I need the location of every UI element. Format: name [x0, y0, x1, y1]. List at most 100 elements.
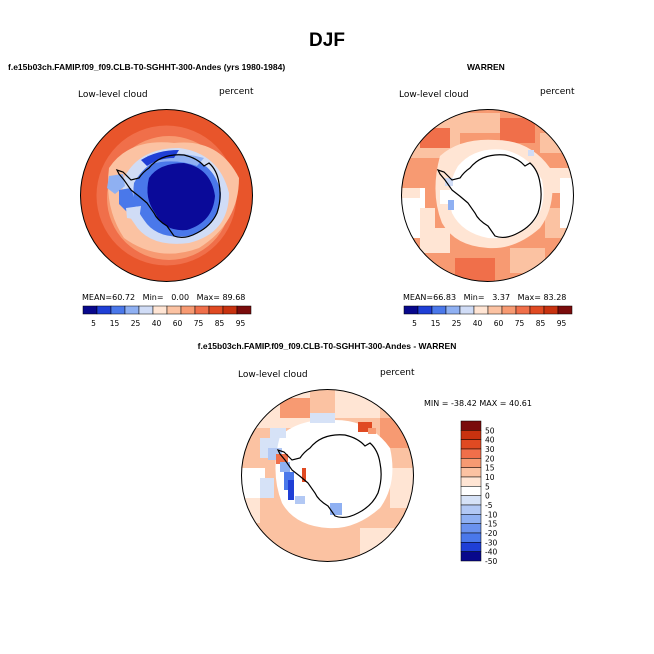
colorbar-swatch	[460, 448, 482, 459]
colorbar-swatch	[445, 305, 461, 315]
panel2-mean-label: MEAN=	[403, 293, 434, 302]
colorbar-swatch	[557, 305, 573, 315]
colorbar-swatch	[236, 305, 252, 315]
panel1-mean-label: MEAN=	[82, 293, 113, 302]
colorbar-swatch	[460, 476, 482, 487]
colorbar-swatch	[460, 458, 482, 468]
colorbar-swatch	[431, 305, 447, 315]
panel1-max-label: Max=	[196, 293, 220, 302]
colorbar-swatch	[96, 305, 112, 315]
panel2-colorbar: 5 15 25 40 60 75 85 95	[403, 305, 573, 328]
colorbar-swatch	[460, 486, 482, 496]
panel2-max-value: 83.28	[543, 293, 567, 302]
panel1-min-value: 0.00	[171, 293, 190, 302]
panel1-mean-value: 60.72	[112, 293, 136, 302]
panel1-min-label: Min=	[142, 293, 164, 302]
colorbar-swatch	[460, 439, 482, 450]
panel2-polar-map	[401, 109, 574, 282]
panel1-title: f.e15b03ch.FAMIP.f09_f09.CLB-T0-SGHHT-30…	[8, 62, 286, 72]
colorbar-swatch	[82, 305, 98, 315]
colorbar-tick-label: 75	[194, 319, 204, 328]
panel2-max-label: Max=	[517, 293, 541, 302]
colorbar-tick-label: 40	[485, 436, 495, 445]
colorbar-tick-label: 30	[485, 445, 495, 454]
colorbar-tick-label: -5	[485, 501, 493, 510]
colorbar-swatch	[124, 305, 140, 315]
colorbar-tick-label: -15	[485, 520, 497, 529]
panel1-polar-map	[80, 109, 253, 282]
colorbar-swatch	[460, 467, 482, 478]
colorbar-swatch	[138, 305, 154, 315]
colorbar-tick-label: 60	[494, 319, 504, 328]
colorbar-tick-label: 25	[131, 319, 141, 328]
panel1-colorbar: 5 15 25 40 60 75 85 95	[82, 305, 252, 328]
colorbar-swatch	[460, 495, 482, 506]
panel2-left-label: Low-level cloud	[399, 90, 469, 100]
colorbar-swatch	[166, 305, 182, 315]
panel3-title: f.e15b03ch.FAMIP.f09_f09.CLB-T0-SGHHT-30…	[197, 341, 457, 351]
colorbar-tick-label: 10	[485, 473, 495, 482]
colorbar-tick-label: 15	[110, 319, 120, 328]
panel2-title: WARREN	[467, 62, 505, 72]
colorbar-swatch	[417, 305, 433, 315]
colorbar-tick-label: 85	[536, 319, 546, 328]
colorbar-swatch	[208, 305, 224, 315]
panel1-right-label: percent	[219, 87, 254, 97]
colorbar-swatch	[180, 305, 196, 315]
colorbar-swatch	[460, 514, 482, 524]
colorbar-tick-label: 95	[236, 319, 246, 328]
panel2-min-value: 3.37	[492, 293, 511, 302]
panel3-left-label: Low-level cloud	[238, 370, 308, 380]
panel1-stats: MEAN=60.72 Min= 0.00 Max= 89.68	[82, 293, 245, 302]
panel2-right-label: percent	[540, 87, 575, 97]
colorbar-tick-label: 20	[485, 454, 495, 463]
colorbar-tick-label: 0	[485, 492, 490, 501]
colorbar-swatch	[110, 305, 126, 315]
colorbar-tick-label: 15	[431, 319, 441, 328]
colorbar-tick-label: 5	[412, 319, 417, 328]
colorbar-swatch	[473, 305, 489, 315]
colorbar-tick-label: 75	[515, 319, 525, 328]
colorbar-tick-label: 25	[452, 319, 462, 328]
colorbar-tick-label: 5	[485, 482, 490, 491]
colorbar-swatch	[152, 305, 168, 315]
colorbar-swatch	[194, 305, 210, 315]
colorbar-swatch	[459, 305, 475, 315]
panel2-min-label: Min=	[463, 293, 485, 302]
panel1-left-label: Low-level cloud	[78, 90, 148, 100]
colorbar-swatch	[460, 551, 482, 562]
colorbar-tick-label: -40	[485, 548, 497, 557]
colorbar-swatch	[501, 305, 517, 315]
colorbar-tick-label: 40	[473, 319, 483, 328]
colorbar-swatch	[529, 305, 545, 315]
colorbar-tick-label: 60	[173, 319, 183, 328]
colorbar-swatch	[487, 305, 503, 315]
colorbar-tick-label: -30	[485, 538, 497, 547]
panel1-max-value: 89.68	[222, 293, 246, 302]
colorbar-tick-label: 40	[152, 319, 162, 328]
colorbar-tick-label: 5	[91, 319, 96, 328]
colorbar-swatch	[460, 430, 482, 440]
colorbar-swatch	[460, 523, 482, 534]
colorbar-tick-label: -50	[485, 557, 497, 566]
colorbar-swatch	[222, 305, 238, 315]
colorbar-tick-label: 95	[557, 319, 567, 328]
colorbar-tick-label: -10	[485, 510, 497, 519]
colorbar-swatch	[460, 532, 482, 543]
colorbar-swatch	[543, 305, 559, 315]
panel3-right-label: percent	[380, 368, 415, 378]
colorbar-tick-label: 15	[485, 464, 495, 473]
colorbar-swatch	[460, 542, 482, 552]
panel2-mean-value: 66.83	[433, 293, 457, 302]
colorbar-tick-label: 85	[215, 319, 225, 328]
colorbar-swatch	[460, 504, 482, 515]
colorbar-swatch	[515, 305, 531, 315]
panel3-minmax: MIN = -38.42 MAX = 40.61	[424, 399, 532, 408]
colorbar-swatch	[460, 420, 482, 431]
figure-title: DJF	[309, 30, 345, 51]
colorbar-swatch	[403, 305, 419, 315]
panel2-stats: MEAN=66.83 Min= 3.37 Max= 83.28	[403, 293, 566, 302]
colorbar-tick-label: -20	[485, 529, 497, 538]
colorbar-tick-label: 50	[485, 426, 495, 435]
